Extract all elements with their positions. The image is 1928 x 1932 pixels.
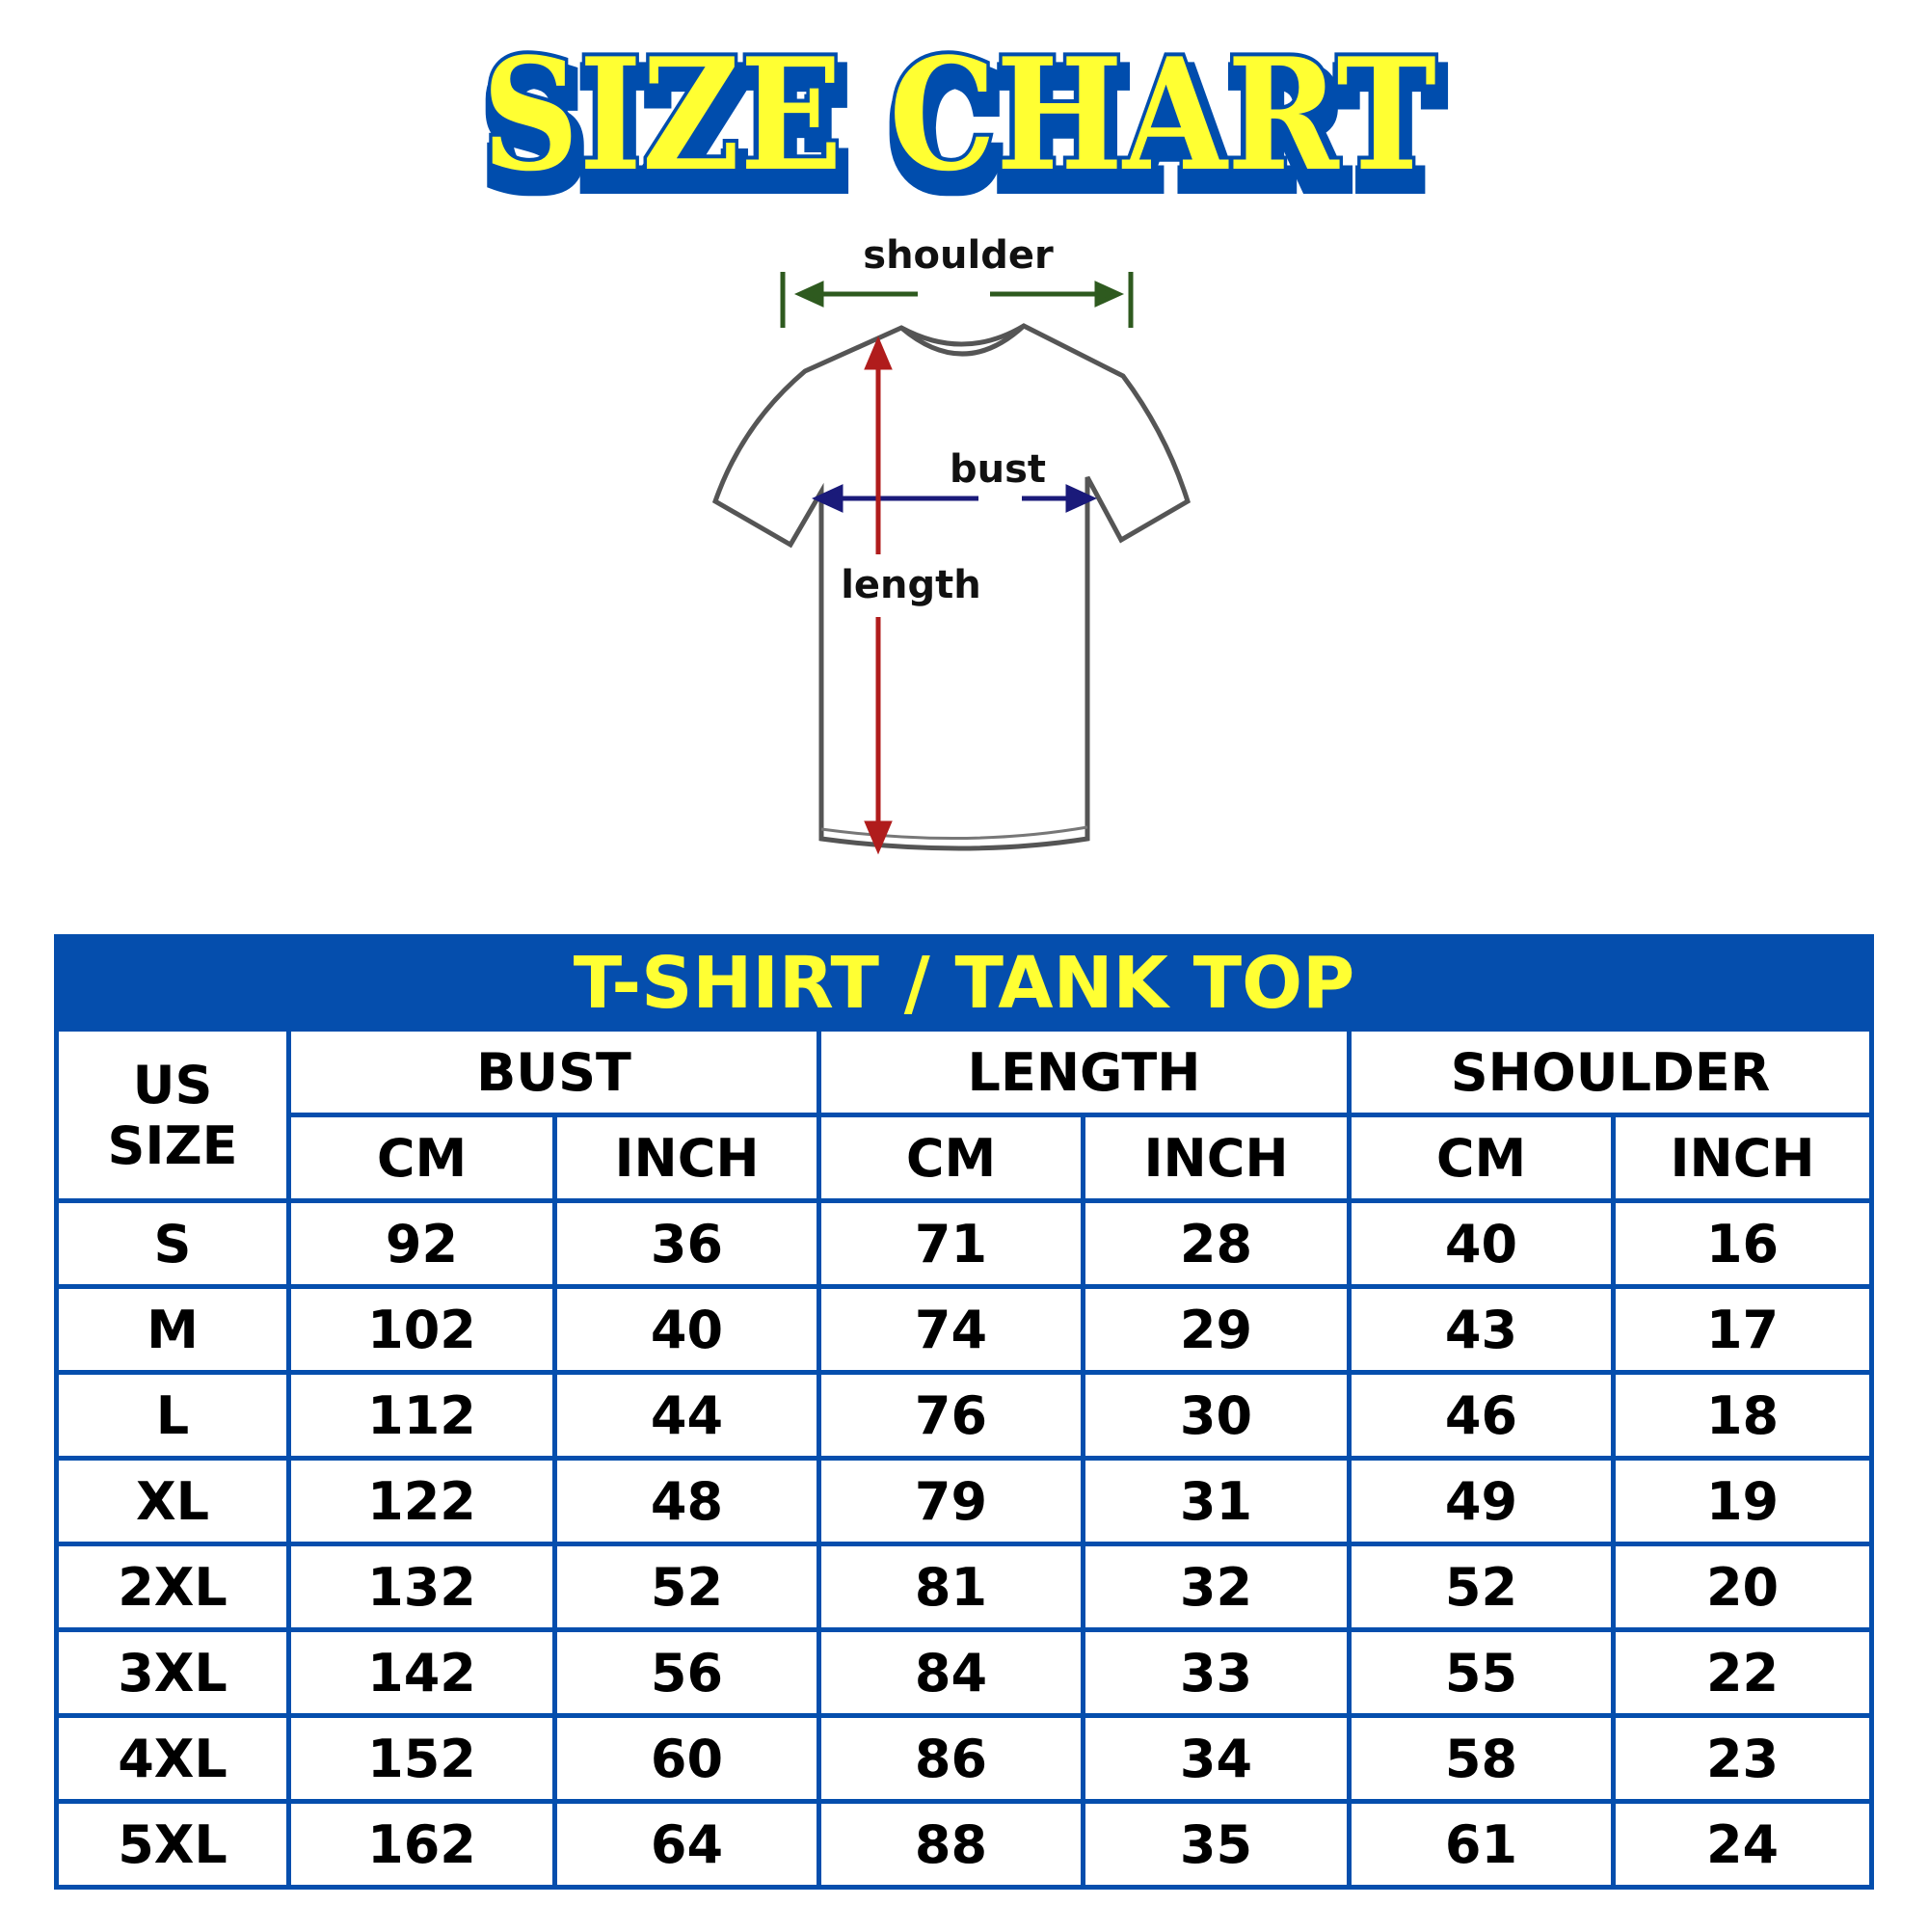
value-cell: 16 bbox=[1610, 1198, 1875, 1289]
unit-header: CM bbox=[817, 1113, 1085, 1203]
size-cell: L bbox=[54, 1370, 291, 1461]
value-cell: 71 bbox=[817, 1198, 1085, 1289]
value-cell: 28 bbox=[1081, 1198, 1352, 1289]
value-cell: 29 bbox=[1081, 1284, 1352, 1375]
size-chart-title: SIZE CHART bbox=[478, 20, 1440, 209]
table-row: 5XL 162 64 88 35 61 24 bbox=[54, 1799, 1875, 1890]
title-text: SIZE CHART bbox=[482, 24, 1436, 205]
value-cell: 31 bbox=[1081, 1456, 1352, 1546]
bust-label: bust bbox=[950, 447, 1046, 492]
value-cell: 34 bbox=[1081, 1713, 1352, 1804]
value-cell: 58 bbox=[1347, 1713, 1616, 1804]
length-label: length bbox=[841, 563, 981, 607]
value-cell: 79 bbox=[817, 1456, 1085, 1546]
value-cell: 64 bbox=[552, 1799, 821, 1890]
table-row: 3XL 142 56 84 33 55 22 bbox=[54, 1627, 1875, 1718]
value-cell: 61 bbox=[1347, 1799, 1616, 1890]
value-cell: 40 bbox=[552, 1284, 821, 1375]
value-cell: 40 bbox=[1347, 1198, 1616, 1289]
shoulder-label: shoulder bbox=[863, 233, 1054, 278]
table-row: XL 122 48 79 31 49 19 bbox=[54, 1456, 1875, 1546]
value-cell: 60 bbox=[552, 1713, 821, 1804]
shoulder-header: SHOULDER bbox=[1346, 1027, 1875, 1117]
size-cell: 4XL bbox=[54, 1713, 291, 1804]
unit-header: CM bbox=[286, 1113, 557, 1203]
table-row: S 92 36 71 28 40 16 bbox=[54, 1198, 1875, 1289]
unit-header: INCH bbox=[552, 1113, 821, 1203]
value-cell: 20 bbox=[1610, 1542, 1875, 1632]
value-cell: 86 bbox=[817, 1713, 1085, 1804]
table-row: M 102 40 74 29 43 17 bbox=[54, 1284, 1875, 1375]
tshirt-outline bbox=[711, 323, 1191, 851]
size-cell: XL bbox=[54, 1456, 291, 1546]
table-title: T-SHIRT / TANK TOP bbox=[53, 934, 1875, 1032]
value-cell: 49 bbox=[1347, 1456, 1616, 1546]
value-cell: 56 bbox=[552, 1627, 821, 1718]
value-cell: 33 bbox=[1081, 1627, 1352, 1718]
value-cell: 23 bbox=[1610, 1713, 1875, 1804]
value-cell: 19 bbox=[1610, 1456, 1875, 1546]
value-cell: 142 bbox=[286, 1627, 557, 1718]
length-header: LENGTH bbox=[817, 1027, 1352, 1117]
value-cell: 55 bbox=[1347, 1627, 1616, 1718]
value-cell: 48 bbox=[552, 1456, 821, 1546]
size-cell: 3XL bbox=[54, 1627, 291, 1718]
value-cell: 52 bbox=[552, 1542, 821, 1632]
value-cell: 18 bbox=[1610, 1370, 1875, 1461]
value-cell: 24 bbox=[1610, 1799, 1875, 1890]
value-cell: 84 bbox=[817, 1627, 1085, 1718]
table-row: 2XL 132 52 81 32 52 20 bbox=[54, 1542, 1875, 1632]
size-cell: M bbox=[54, 1284, 291, 1375]
value-cell: 162 bbox=[286, 1799, 557, 1890]
value-cell: 35 bbox=[1081, 1799, 1352, 1890]
value-cell: 17 bbox=[1610, 1284, 1875, 1375]
size-table: T-SHIRT / TANK TOP US SIZE BUST LENGTH S… bbox=[53, 934, 1875, 1890]
value-cell: 76 bbox=[817, 1370, 1085, 1461]
bust-header: BUST bbox=[286, 1027, 821, 1117]
size-cell: 2XL bbox=[54, 1542, 291, 1632]
unit-header: INCH bbox=[1081, 1113, 1352, 1203]
value-cell: 36 bbox=[552, 1198, 821, 1289]
value-cell: 43 bbox=[1347, 1284, 1616, 1375]
tshirt-diagram: shoulder bust length bbox=[711, 233, 1191, 855]
value-cell: 88 bbox=[817, 1799, 1085, 1890]
unit-header: CM bbox=[1347, 1113, 1616, 1203]
size-cell: 5XL bbox=[54, 1799, 291, 1890]
unit-header: INCH bbox=[1610, 1113, 1875, 1203]
value-cell: 102 bbox=[286, 1284, 557, 1375]
bust-arrow bbox=[811, 484, 1098, 513]
value-cell: 30 bbox=[1081, 1370, 1352, 1461]
length-arrow bbox=[864, 335, 893, 855]
value-cell: 112 bbox=[286, 1370, 557, 1461]
value-cell: 46 bbox=[1347, 1370, 1616, 1461]
us-size-header: US SIZE bbox=[54, 1027, 291, 1203]
value-cell: 44 bbox=[552, 1370, 821, 1461]
shoulder-arrow bbox=[780, 272, 1134, 328]
value-cell: 32 bbox=[1081, 1542, 1352, 1632]
size-cell: S bbox=[54, 1198, 291, 1289]
value-cell: 92 bbox=[286, 1198, 557, 1289]
table-row: L 112 44 76 30 46 18 bbox=[54, 1370, 1875, 1461]
value-cell: 122 bbox=[286, 1456, 557, 1546]
value-cell: 132 bbox=[286, 1542, 557, 1632]
table-row: 4XL 152 60 86 34 58 23 bbox=[54, 1713, 1875, 1804]
value-cell: 52 bbox=[1347, 1542, 1616, 1632]
value-cell: 22 bbox=[1610, 1627, 1875, 1718]
value-cell: 74 bbox=[817, 1284, 1085, 1375]
value-cell: 152 bbox=[286, 1713, 557, 1804]
value-cell: 81 bbox=[817, 1542, 1085, 1632]
